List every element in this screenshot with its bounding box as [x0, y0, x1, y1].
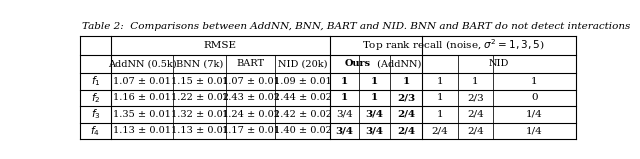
Text: $f_3$: $f_3$: [90, 107, 100, 121]
Text: 1.42 ± 0.02: 1.42 ± 0.02: [274, 110, 332, 119]
Text: $f_1$: $f_1$: [90, 75, 100, 88]
Text: 1: 1: [531, 77, 538, 86]
Text: 3/4: 3/4: [365, 110, 383, 119]
Text: 1.35 ± 0.01: 1.35 ± 0.01: [113, 110, 171, 119]
Text: 2/4: 2/4: [432, 126, 449, 135]
Text: 1/4: 1/4: [526, 110, 543, 119]
Text: 1: 1: [403, 77, 410, 86]
Text: AddNN (0.5k): AddNN (0.5k): [108, 59, 176, 69]
Text: 0: 0: [531, 93, 538, 102]
Text: BART: BART: [237, 59, 265, 69]
Text: 2/4: 2/4: [467, 126, 484, 135]
Text: 1/4: 1/4: [526, 126, 543, 135]
Text: 2/3: 2/3: [467, 93, 484, 102]
Text: 2/4: 2/4: [397, 110, 415, 119]
Text: (AddNN): (AddNN): [374, 59, 421, 69]
Text: 1: 1: [371, 93, 378, 102]
Text: 1.17 ± 0.01: 1.17 ± 0.01: [221, 126, 280, 135]
Text: 1.13 ± 0.01: 1.13 ± 0.01: [170, 126, 228, 135]
Text: $f_4$: $f_4$: [90, 124, 100, 138]
Text: Table 2:  Comparisons between AddNN, BNN, BART and NID. BNN and BART do not dete: Table 2: Comparisons between AddNN, BNN,…: [83, 22, 631, 31]
Text: $f_2$: $f_2$: [91, 91, 100, 105]
Text: 2/3: 2/3: [397, 93, 415, 102]
Text: Top rank recall (noise, $\sigma^2 = 1, 3, 5$): Top rank recall (noise, $\sigma^2 = 1, 3…: [362, 38, 544, 53]
Text: NID (20k): NID (20k): [278, 59, 328, 69]
Text: 1.15 ± 0.01: 1.15 ± 0.01: [171, 77, 228, 86]
Text: 3/4: 3/4: [335, 126, 353, 135]
Text: RMSE: RMSE: [204, 41, 237, 50]
Text: 1.44 ± 0.02: 1.44 ± 0.02: [274, 93, 332, 102]
Text: 1: 1: [436, 110, 444, 119]
Text: 1.13 ± 0.01: 1.13 ± 0.01: [113, 126, 171, 135]
Text: 3/4: 3/4: [365, 126, 383, 135]
Text: 2/4: 2/4: [397, 126, 415, 135]
Text: 1: 1: [371, 77, 378, 86]
Text: 1.43 ± 0.02: 1.43 ± 0.02: [221, 93, 280, 102]
Text: 1.22 ± 0.02: 1.22 ± 0.02: [170, 93, 228, 102]
Text: 1.24 ± 0.02: 1.24 ± 0.02: [221, 110, 280, 119]
Text: 1.07 ± 0.01: 1.07 ± 0.01: [221, 77, 280, 86]
Text: 1.07 ± 0.01: 1.07 ± 0.01: [113, 77, 171, 86]
Text: 1: 1: [340, 77, 348, 86]
Text: 1: 1: [436, 93, 444, 102]
Text: BNN (7k): BNN (7k): [176, 59, 223, 69]
Text: 1: 1: [436, 77, 444, 86]
Text: 1: 1: [340, 93, 348, 102]
Text: 3/4: 3/4: [336, 110, 353, 119]
Text: 1.32 ± 0.01: 1.32 ± 0.01: [170, 110, 228, 119]
Text: NID: NID: [489, 59, 509, 69]
Text: 1.40 ± 0.02: 1.40 ± 0.02: [274, 126, 332, 135]
Text: 2/4: 2/4: [467, 110, 484, 119]
Text: 1: 1: [472, 77, 479, 86]
Text: 1.16 ± 0.01: 1.16 ± 0.01: [113, 93, 171, 102]
Text: Ours: Ours: [345, 59, 371, 69]
Text: 1.09 ± 0.01: 1.09 ± 0.01: [274, 77, 332, 86]
